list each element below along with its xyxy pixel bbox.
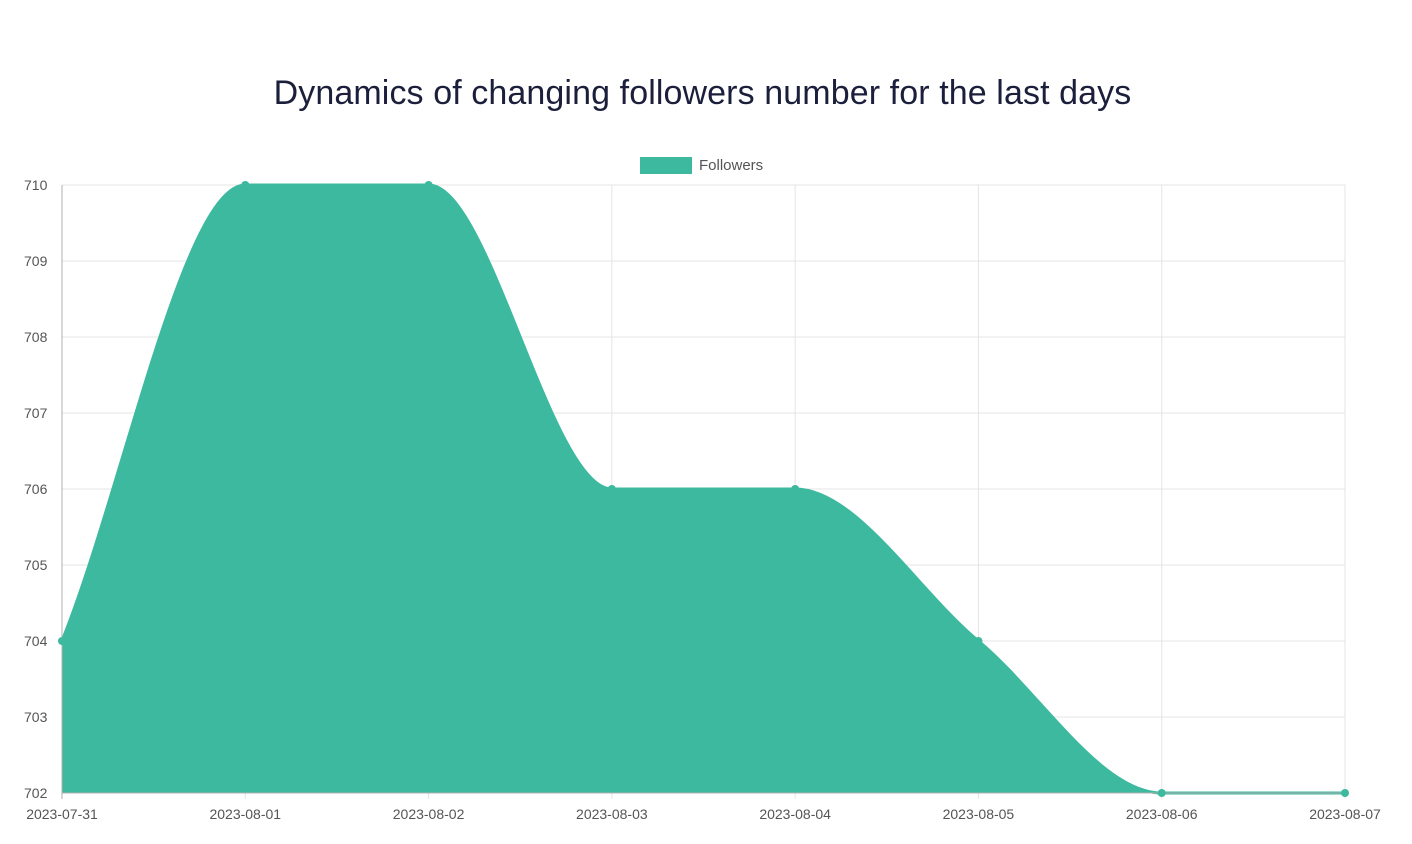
data-point[interactable] [607,485,616,493]
legend[interactable]: Followers [640,157,763,174]
data-point[interactable] [1157,789,1166,797]
y-tick-label: 702 [24,785,48,801]
data-point[interactable] [424,181,433,189]
y-tick-label: 709 [24,253,48,269]
x-tick-label: 2023-08-04 [759,806,831,822]
legend-label[interactable]: Followers [699,157,763,174]
x-tick-label: 2023-08-07 [1309,806,1381,822]
axes [61,185,1345,799]
series-area [60,183,1345,795]
x-tick-label: 2023-08-06 [1126,806,1198,822]
legend-swatch[interactable] [640,157,692,174]
x-tick-label: 2023-08-05 [943,806,1015,822]
data-point[interactable] [974,637,983,645]
data-point[interactable] [791,485,800,493]
y-tick-label: 710 [24,177,48,193]
x-tick-label: 2023-07-31 [26,806,98,822]
y-tick-label: 703 [24,709,48,725]
y-tick-label: 707 [24,405,48,421]
tick-labels: 702 703 704 705 706 707 708 709 710 2023-07-31 202… [24,177,1381,822]
x-tick-label: 2023-08-03 [576,806,648,822]
y-tick-label: 708 [24,329,48,345]
x-tick-label: 2023-08-01 [209,806,281,822]
y-tick-label: 704 [24,633,48,649]
y-tick-label: 705 [24,557,48,573]
followers-line [60,183,1345,795]
chart-title: Dynamics of changing followers number fo… [273,74,1132,112]
data-point[interactable] [241,181,250,189]
x-tick-label: 2023-08-02 [393,806,465,822]
data-points [58,181,1349,797]
y-tick-label: 706 [24,481,48,497]
data-point[interactable] [58,637,66,645]
data-point[interactable] [1341,789,1349,797]
